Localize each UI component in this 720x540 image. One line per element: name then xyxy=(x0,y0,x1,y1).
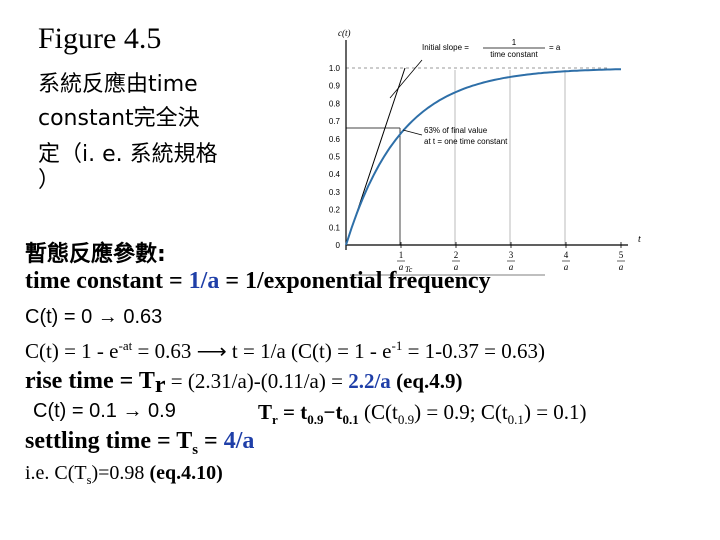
tr-lhs: T xyxy=(258,400,273,424)
annotation-63-line1: 63% of final value xyxy=(424,126,488,135)
description-line-1: 系統反應由time xyxy=(38,72,198,97)
c-derivation-sup1: -at xyxy=(118,338,133,353)
settling-time-line: settling time = Ts = 4/a xyxy=(25,428,254,459)
rise-time-line: rise time = Tr = (2.31/a)-(0.11/a) = 2.2… xyxy=(25,368,463,399)
rise-time-sub: r xyxy=(154,372,166,399)
tr-definition: Tr = t0.9−t0.1 (C(t0.9) = 0.9; C(t0.1) =… xyxy=(258,400,587,428)
tr-lhs-sub: r xyxy=(272,412,278,428)
x-tick-denominator: a xyxy=(619,262,624,272)
description-line-3: 定（i. e. 系統規格 xyxy=(38,142,218,167)
c-derivation-sup2: -1 xyxy=(391,338,403,353)
tr-rhs1: (C(t xyxy=(358,400,398,424)
tr-mid2: −t xyxy=(323,400,343,424)
y-tick-label: 0.1 xyxy=(329,223,341,232)
x-tick-denominator: a xyxy=(564,262,569,272)
description-line-2: constant完全決 xyxy=(38,106,200,131)
x-tick-denominator: a xyxy=(509,262,514,272)
c-derivation-part2: = 0.63 ⟶ t = 1/a (C(t) = 1 - e xyxy=(132,339,392,363)
y-tick-label: 1.0 xyxy=(329,64,341,73)
settling-time-eq: = xyxy=(198,428,224,454)
time-constant-value: 1/a xyxy=(188,268,220,294)
settling-time-sub: s xyxy=(192,441,199,458)
slope-annotation-rhs: = a xyxy=(549,43,561,52)
ie-prefix: i.e. C(T xyxy=(25,462,87,484)
settling-time-label: settling time = T xyxy=(25,428,193,454)
c-derivation-line: C(t) = 1 - e-at = 0.63 ⟶ t = 1/a (C(t) =… xyxy=(25,338,545,364)
tr-sub2: 0.1 xyxy=(342,412,359,428)
c-derivation-part1: C(t) = 1 - e xyxy=(25,339,119,363)
time-constant-prefix: time constant = xyxy=(25,268,189,294)
y-tick-label: 0.5 xyxy=(329,153,341,162)
c-derivation-part3: = 1-0.37 = 0.63) xyxy=(402,339,546,363)
figure-title: Figure 4.5 xyxy=(38,22,162,55)
ie-sub: s xyxy=(86,473,92,487)
x-tick-numerator: 2 xyxy=(454,250,459,260)
rise-time-label: rise time = T xyxy=(25,368,155,394)
step-response-plot: c(t) t 1.0 0.9 0.8 0.7 0.6 0.5 0.4 0.3 0.2 0.1 0 1… xyxy=(329,28,641,276)
rise-time-eq: (eq.4.9) xyxy=(390,369,463,393)
rise-time-result: 2.2/a xyxy=(348,369,391,393)
tr-rhs2: ) = 0.9; C(t xyxy=(414,400,508,424)
tr-rhs-sub2: 0.1 xyxy=(507,412,524,428)
y-tick-label: 0.2 xyxy=(329,206,341,215)
plot-grid xyxy=(346,67,610,245)
slope-pointer xyxy=(389,59,423,99)
slope-annotation-denominator: time constant xyxy=(490,50,538,59)
x-tick-denominator: a xyxy=(399,262,404,272)
rise-time-formula: = (2.31/a)-(0.11/a) = xyxy=(165,369,349,393)
time-constant-middle: = xyxy=(219,268,246,294)
y-tick-labels: 1.0 0.9 0.8 0.7 0.6 0.5 0.4 0.3 0.2 0.1 0 xyxy=(329,64,341,250)
y-tick-label: 0.3 xyxy=(329,188,341,197)
x-tick-denominator: a xyxy=(454,262,459,272)
transient-heading: 暫態反應參數: xyxy=(25,242,166,267)
slope-annotation-numerator: 1 xyxy=(512,38,517,47)
y-tick-label: 0.7 xyxy=(329,117,341,126)
tc-marker-label: Tc xyxy=(405,265,413,274)
exponential-frequency: 1/exponential frequency xyxy=(245,268,491,294)
settling-time-result: 4/a xyxy=(223,428,255,454)
t-axis-label: t xyxy=(638,234,641,245)
y-tick-label: 0.4 xyxy=(329,170,341,179)
c-range-line-1: C(t) = 0 → 0.63 xyxy=(25,306,163,328)
annotation-63-line2: at t = one time constant xyxy=(424,137,508,146)
ie-eq: (eq.4.10) xyxy=(149,462,223,484)
x-tick-numerator: 1 xyxy=(399,250,404,260)
y-tick-label: 0.6 xyxy=(329,135,341,144)
ie-line: i.e. C(Ts)=0.98 (eq.4.10) xyxy=(25,462,223,488)
y-tick-label: 0 xyxy=(336,241,341,250)
x-tick-numerator: 4 xyxy=(564,250,569,260)
y-tick-label: 0.8 xyxy=(329,99,341,108)
y-tick-label: 0.9 xyxy=(329,82,341,91)
x-tick-numerator: 3 xyxy=(509,250,514,260)
slope-annotation-label: Initial slope = xyxy=(422,43,469,52)
response-curve xyxy=(345,68,622,246)
63-pointer xyxy=(402,129,423,136)
c-range-line-2: C(t) = 0.1 → 0.9 xyxy=(33,400,176,422)
x-tick-numerator: 5 xyxy=(619,250,624,260)
tr-sub1: 0.9 xyxy=(307,412,324,428)
x-tick-labels: 1 a 2 a 3 a 4 a 5 a xyxy=(397,242,625,272)
tr-rhs-sub1: 0.9 xyxy=(397,412,415,428)
description-line-4: ） xyxy=(38,168,61,193)
time-constant-line: time constant = 1/a = 1/exponential freq… xyxy=(25,268,491,295)
tr-mid: = t xyxy=(277,400,308,424)
tr-rhs3: ) = 0.1) xyxy=(523,400,587,424)
y-axis-label: c(t) xyxy=(338,28,351,38)
ie-suffix: )=0.98 xyxy=(91,462,150,484)
